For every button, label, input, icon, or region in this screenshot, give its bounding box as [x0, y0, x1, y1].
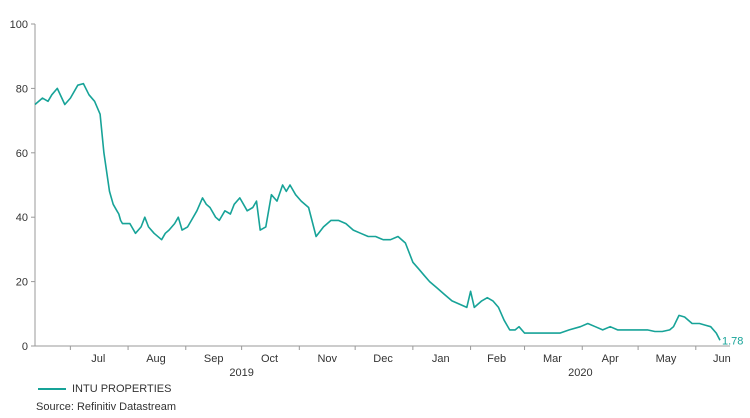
- y-tick-label: 80: [16, 83, 28, 95]
- y-axis: 0 20 40 60 80 100: [10, 19, 36, 353]
- x-tick-label: Mar: [543, 353, 562, 365]
- end-value-label: 1.78: [722, 335, 743, 347]
- x-axis: Jul Aug Sep Oct Nov Dec Jan Feb Mar Apr May Jun 2019…: [35, 345, 731, 379]
- x-tick-label: Aug: [146, 353, 166, 365]
- year-label: 2020: [568, 367, 592, 379]
- legend-label: INTU PROPERTIES: [72, 383, 172, 395]
- x-tick-label: Jan: [432, 353, 450, 365]
- series-group: 1.78: [34, 82, 743, 347]
- y-tick-label: 0: [22, 341, 28, 353]
- y-tick-label: 60: [16, 148, 28, 160]
- year-label: 2019: [229, 367, 253, 379]
- x-tick-label: Sep: [204, 353, 224, 365]
- source-note: Source: Refinitiv Datastream: [36, 401, 176, 413]
- legend-swatch: [38, 388, 66, 390]
- legend: INTU PROPERTIES: [38, 383, 171, 395]
- x-tick-label: Apr: [602, 353, 619, 365]
- x-tick-label: Jul: [91, 353, 105, 365]
- y-tick-label: 100: [10, 19, 28, 31]
- y-tick-label: 20: [16, 277, 28, 289]
- x-tick-label: Nov: [317, 353, 337, 365]
- x-tick-label: Feb: [487, 353, 506, 365]
- x-tick-label: May: [656, 353, 677, 365]
- series-line-intu-properties: [34, 82, 721, 341]
- y-tick-label: 40: [16, 212, 28, 224]
- x-tick-label: Oct: [261, 353, 278, 365]
- x-tick-label: Jun: [713, 353, 731, 365]
- x-tick-label: Dec: [373, 353, 393, 365]
